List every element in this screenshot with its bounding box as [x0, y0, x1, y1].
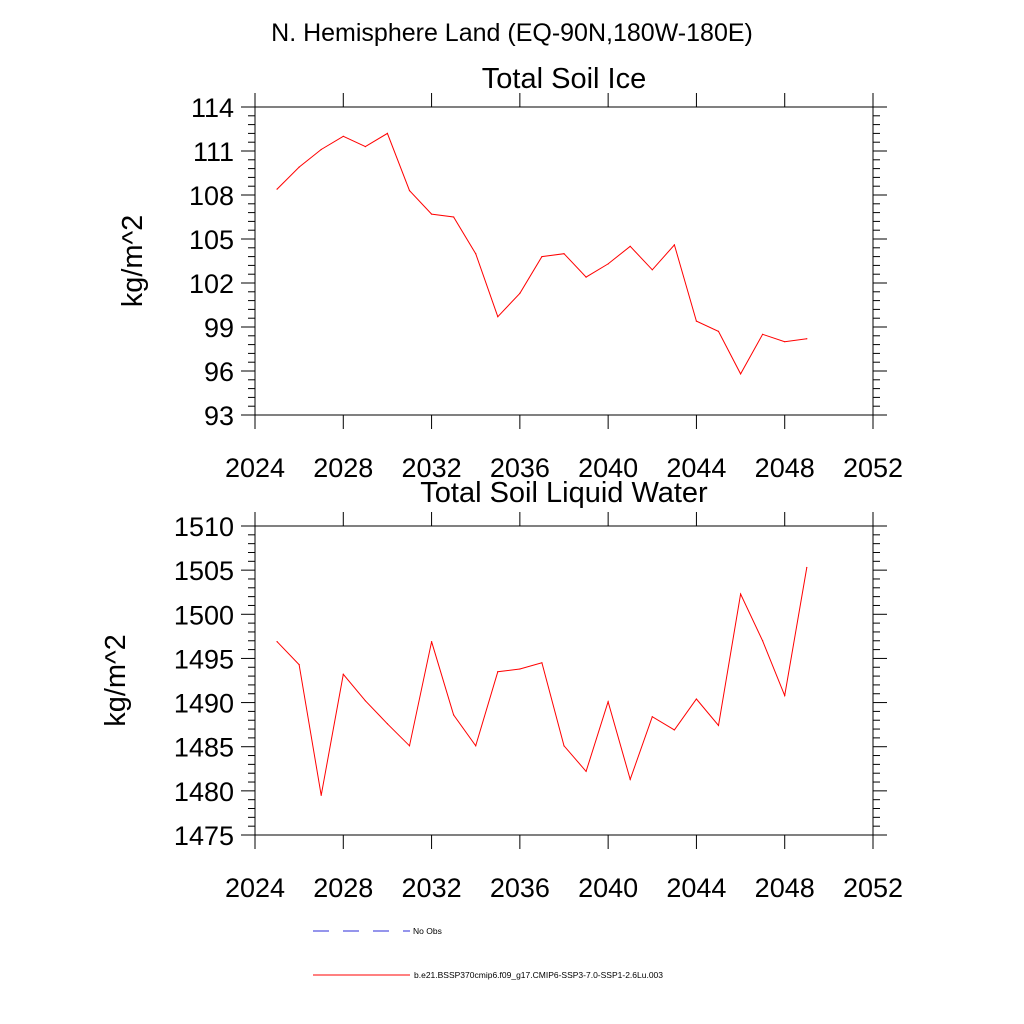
data-point: [651, 716, 653, 718]
data-point: [298, 664, 300, 666]
y-tick-label: 114: [191, 93, 234, 123]
data-point: [430, 213, 433, 215]
legend-label-2: b.e21.BSSP370cmip6.f09_g17.CMIP6-SSP3-7.…: [414, 970, 663, 980]
data-point: [386, 132, 389, 134]
data-point: [762, 333, 764, 335]
data-point: [320, 148, 322, 151]
data-point: [453, 216, 455, 218]
data-point: [585, 770, 587, 773]
x-tick-label: 2044: [666, 453, 726, 483]
y-axis-label: kg/m^2: [100, 634, 132, 727]
x-tick-label: 2032: [402, 873, 462, 903]
y-tick-label: 105: [189, 225, 234, 255]
data-point: [364, 700, 366, 702]
panel-title: Total Soil Ice: [482, 63, 646, 95]
data-point: [762, 640, 764, 642]
data-point: [651, 269, 653, 271]
data-point: [342, 673, 344, 675]
data-point: [541, 256, 543, 258]
y-tick-label: 93: [204, 401, 234, 431]
data-point: [430, 641, 433, 643]
data-point: [519, 668, 521, 670]
y-tick-label: 1475: [174, 821, 234, 851]
data-point: [784, 694, 786, 697]
x-tick-label: 2052: [843, 873, 903, 903]
x-tick-label: 2040: [578, 453, 638, 483]
data-point: [673, 729, 675, 731]
x-tick-label: 2052: [843, 453, 903, 483]
data-point: [342, 135, 344, 137]
y-tick-label: 1500: [174, 600, 234, 630]
x-tick-label: 2048: [755, 453, 815, 483]
y-tick-label: 1505: [174, 556, 234, 586]
data-point: [806, 338, 808, 340]
y-tick-label: 1510: [174, 512, 234, 542]
series-line-1: [276, 567, 808, 796]
plot-frame: [254, 106, 874, 416]
data-point: [497, 316, 499, 318]
data-point: [298, 166, 300, 168]
x-tick-label: 2036: [490, 453, 550, 483]
y-tick-label: 99: [204, 313, 234, 343]
y-tick-label: 108: [189, 181, 234, 211]
data-point: [695, 698, 698, 700]
x-tick-label: 2024: [225, 453, 285, 483]
data-point: [563, 745, 565, 747]
data-point: [276, 188, 278, 190]
data-point: [408, 190, 411, 192]
y-axis-label: kg/m^2: [117, 215, 149, 308]
data-point: [386, 723, 389, 725]
y-tick-label: 102: [189, 269, 234, 299]
data-point: [717, 330, 720, 332]
x-tick-label: 2036: [490, 873, 550, 903]
x-tick-label: 2028: [313, 453, 373, 483]
legend-label-1: No Obs: [413, 926, 442, 936]
data-point: [497, 671, 499, 673]
data-point: [320, 794, 322, 796]
legend: No Obs b.e21.BSSP370cmip6.f09_g17.CMIP6-S…: [313, 926, 663, 980]
figure-title: N. Hemisphere Land (EQ-90N,180W-180E): [271, 19, 753, 47]
plot-frame: [254, 525, 874, 836]
data-point: [475, 253, 477, 255]
data-point: [453, 714, 455, 716]
data-point: [276, 641, 278, 643]
data-point: [519, 292, 521, 294]
x-tick-label: 2028: [313, 873, 373, 903]
series-line-1: [276, 132, 807, 375]
x-tick-label: 2040: [578, 873, 638, 903]
data-point: [629, 245, 631, 247]
data-point: [739, 593, 742, 595]
data-point: [408, 745, 411, 747]
data-point: [563, 253, 565, 255]
panel-title: Total Soil Liquid Water: [420, 477, 708, 509]
x-tick-label: 2032: [402, 453, 462, 483]
x-tick-label: 2024: [225, 873, 285, 903]
data-point: [585, 276, 587, 278]
x-tick-label: 2044: [666, 873, 726, 903]
data-point: [784, 341, 786, 343]
data-point: [673, 244, 675, 246]
data-point: [541, 662, 543, 664]
data-point: [629, 778, 631, 780]
y-tick-label: 1495: [174, 644, 234, 674]
data-point: [607, 263, 609, 265]
data-point: [717, 724, 720, 727]
data-point: [607, 701, 609, 703]
data-point: [806, 566, 808, 569]
data-point: [695, 320, 698, 322]
y-tick-label: 1485: [174, 733, 234, 763]
y-tick-label: 111: [193, 137, 234, 167]
data-point: [364, 146, 366, 148]
plot-panel-1: Total Soil Ice 2024 2028 2032 2036 2040 2044 20…: [117, 63, 903, 483]
plot-panel-2: Total Soil Liquid Water 2024 2028 2032 2036 2…: [100, 477, 903, 903]
data-point: [475, 745, 477, 747]
x-tick-label: 2048: [755, 873, 815, 903]
data-point: [739, 373, 742, 375]
y-tick-label: 1480: [174, 777, 234, 807]
y-tick-label: 1490: [174, 689, 234, 719]
y-tick-label: 96: [204, 357, 234, 387]
